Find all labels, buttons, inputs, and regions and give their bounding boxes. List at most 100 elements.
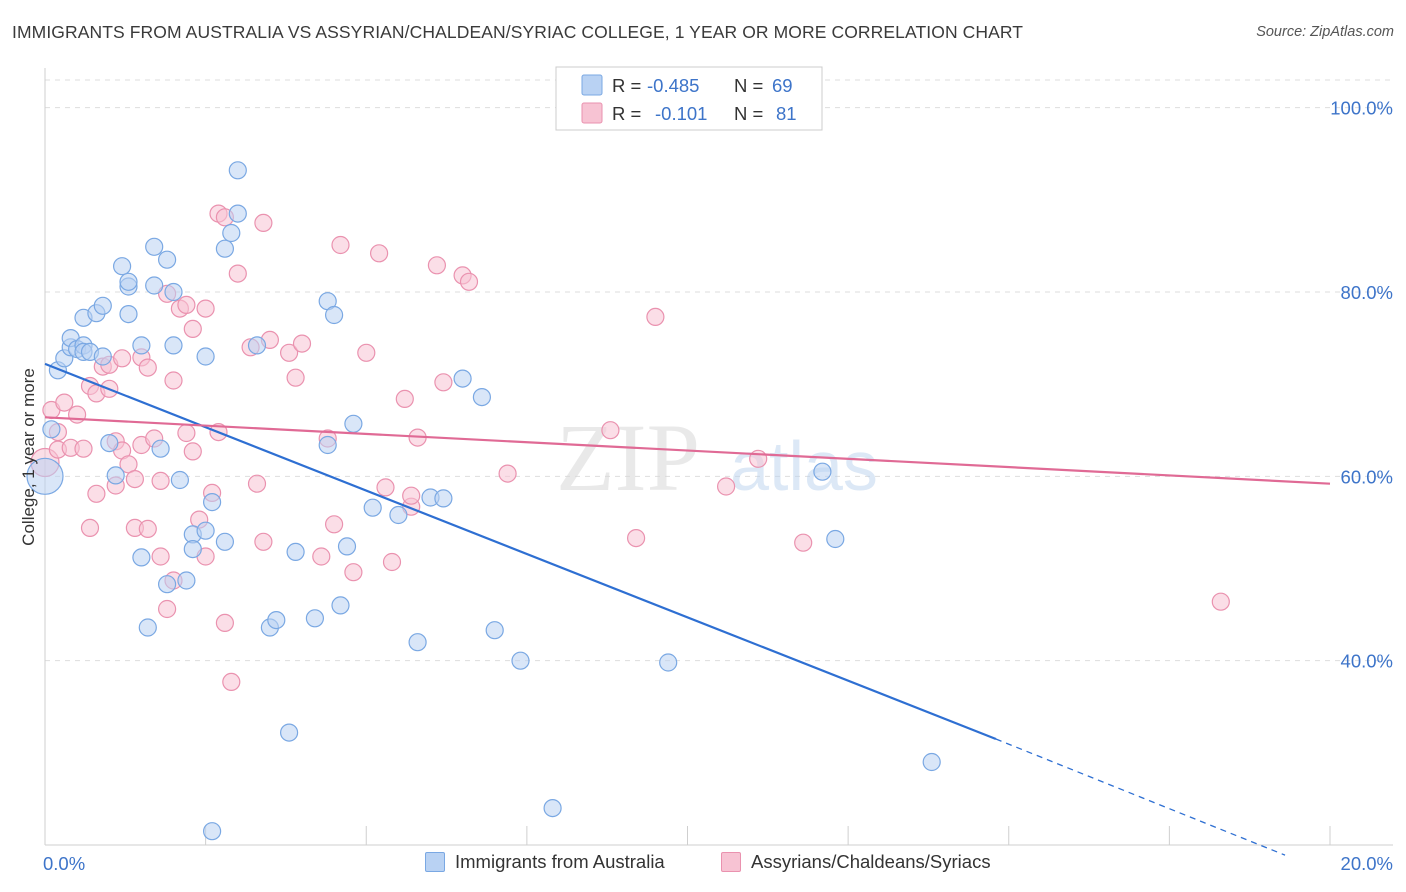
y-tick-label-60: 60.0% — [1341, 466, 1393, 487]
assyrian-point-69 — [427, 256, 446, 275]
australia-point-43 — [247, 336, 267, 355]
tick-labels: 40.0% 60.0% 80.0% 100.0% 0.0% 20.0% — [43, 98, 1393, 874]
y-axis-label: College, 1 year or more — [19, 368, 38, 546]
australia-point-39 — [222, 223, 241, 243]
x-tick-label-left: 0.0% — [43, 853, 85, 874]
legend-item-australia: Immigrants from Australia — [425, 851, 665, 873]
australia-point-22 — [138, 618, 157, 637]
australia-point-41 — [228, 204, 247, 223]
assyrian-point-51 — [254, 213, 273, 232]
legend-r-label-2: R = — [612, 103, 641, 124]
assyrian-point-56 — [312, 547, 331, 566]
australia-point-48 — [305, 609, 324, 628]
assyrian-point-54 — [286, 368, 305, 387]
legend-n-value-2: 81 — [776, 103, 797, 124]
legend-item-assyrian: Assyrians/Chaldeans/Syriacs — [721, 851, 991, 873]
legend-swatch-blue — [581, 74, 603, 96]
australia-point-18 — [119, 272, 138, 291]
trend-lines — [44, 362, 1331, 856]
bottom-legend: Immigrants from Australia Assyrians/Chal… — [0, 851, 1406, 877]
trendline-assyrian — [44, 416, 1331, 485]
assyrian-point-64 — [382, 552, 402, 572]
australia-point-64 — [543, 798, 562, 818]
legend-swatch-australia — [425, 852, 445, 872]
legend-r-label-1: R = — [612, 75, 641, 96]
assyrian-point-59 — [331, 235, 350, 255]
australia-point-25 — [151, 439, 170, 458]
australia-point-46 — [280, 723, 299, 742]
australia-point-15 — [106, 466, 125, 485]
assyrian-point-35 — [177, 295, 196, 314]
assyrian-point-28 — [151, 471, 170, 490]
blue-series-points — [26, 161, 941, 841]
legend-swatch-assyrian — [721, 852, 741, 872]
trendline-australia-extension — [995, 738, 1286, 856]
australia-point-56 — [389, 505, 408, 525]
assyrian-point-4 — [55, 393, 74, 412]
assyrian-point-24 — [138, 519, 157, 539]
australia-point-26 — [158, 250, 177, 269]
assyrian-point-47 — [228, 264, 247, 283]
chart-title: IMMIGRANTS FROM AUSTRALIA VS ASSYRIAN/CH… — [12, 22, 1024, 42]
watermark-zip: ZIP — [556, 404, 700, 511]
australia-point-19 — [119, 305, 138, 324]
australia-point-49 — [318, 435, 337, 455]
australia-point-33 — [183, 539, 202, 559]
legend-r-value-1: -0.485 — [647, 75, 699, 96]
australia-point-0 — [26, 457, 64, 495]
australia-point-36 — [203, 493, 222, 512]
australia-point-57 — [408, 633, 427, 652]
assyrian-point-27 — [151, 547, 170, 566]
australia-point-38 — [215, 239, 234, 258]
australia-point-66 — [813, 462, 832, 481]
australia-point-1 — [42, 420, 61, 439]
stats-legend: R = -0.485 N = 69 R = -0.101 N = 81 — [555, 66, 823, 131]
australia-point-29 — [164, 336, 183, 355]
legend-r-value-2: -0.101 — [655, 103, 707, 124]
australia-point-53 — [337, 537, 357, 556]
assyrian-point-53 — [280, 343, 299, 362]
australia-point-27 — [158, 575, 177, 594]
assyrian-point-9 — [80, 518, 100, 538]
axes — [44, 68, 1393, 846]
assyrian-point-49 — [247, 474, 267, 493]
y-tick-label-40: 40.0% — [1341, 651, 1393, 672]
australia-point-30 — [170, 470, 189, 490]
assyrian-point-80 — [1211, 592, 1230, 611]
australia-point-20 — [132, 548, 151, 567]
assyrian-point-76 — [646, 307, 665, 326]
assyrian-point-62 — [370, 244, 389, 263]
assyrian-point-79 — [794, 533, 813, 552]
australia-point-52 — [331, 596, 350, 615]
australia-point-35 — [196, 347, 215, 366]
assyrian-point-60 — [344, 563, 363, 582]
australia-point-67 — [826, 529, 845, 549]
australia-point-54 — [344, 414, 363, 433]
assyrian-point-55 — [292, 334, 312, 353]
australia-point-21 — [132, 336, 151, 355]
legend-n-label-2: N = — [734, 103, 763, 124]
australia-point-61 — [472, 388, 491, 407]
australia-point-37 — [215, 532, 234, 551]
australia-point-40 — [228, 161, 247, 180]
legend-label-australia: Immigrants from Australia — [455, 851, 665, 872]
australia-point-63 — [511, 651, 530, 670]
australia-point-13 — [93, 296, 112, 315]
legend-n-value-1: 69 — [772, 75, 793, 96]
assyrian-point-20 — [125, 470, 144, 489]
x-tick-label-right: 20.0% — [1341, 853, 1393, 874]
y-tick-label-80: 80.0% — [1341, 282, 1393, 303]
legend-swatch-pink — [581, 102, 603, 124]
assyrian-point-40 — [196, 299, 215, 318]
assyrian-point-61 — [357, 343, 376, 362]
assyrian-point-63 — [376, 478, 395, 497]
assyrian-point-75 — [626, 528, 646, 548]
legend-n-label-1: N = — [734, 75, 763, 96]
assyrian-point-6 — [67, 405, 87, 424]
australia-point-68 — [922, 752, 941, 772]
assyrian-point-72 — [459, 272, 479, 291]
assyrian-point-46 — [222, 672, 241, 692]
australia-point-42 — [203, 822, 222, 841]
australia-point-16 — [112, 257, 132, 276]
